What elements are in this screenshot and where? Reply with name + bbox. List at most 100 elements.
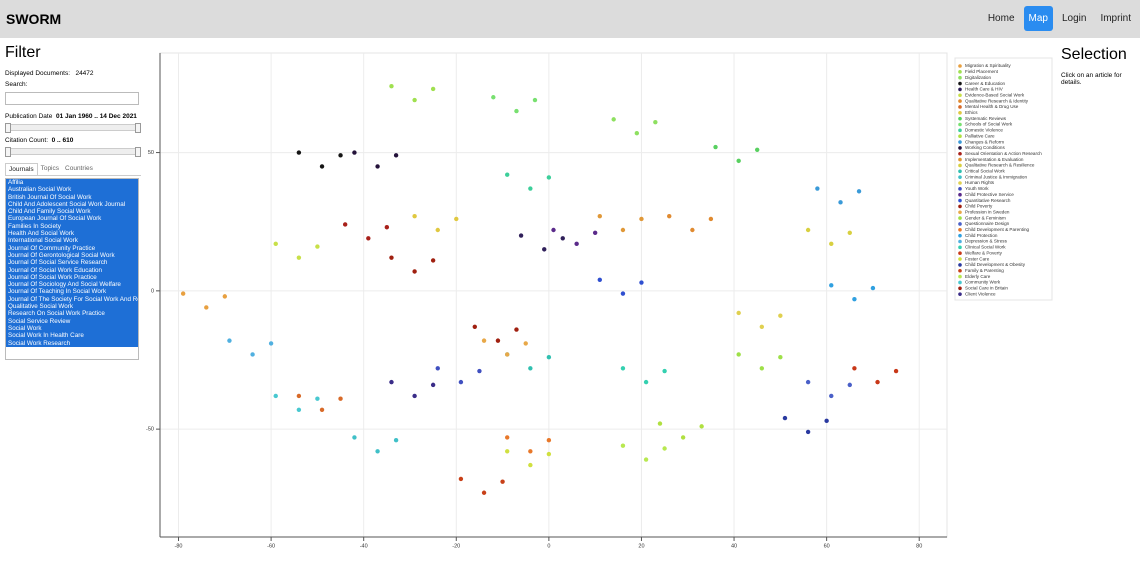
journal-option[interactable]: Child And Family Social Work [6,208,138,216]
point[interactable] [528,366,533,371]
point[interactable] [560,236,565,241]
point[interactable] [852,296,857,302]
point[interactable] [736,352,741,357]
point[interactable] [458,476,464,482]
point[interactable] [639,280,644,285]
citation-slider[interactable] [5,147,141,157]
point[interactable] [532,97,538,103]
point[interactable] [805,379,811,385]
journal-option[interactable]: Affilia [6,179,138,187]
point[interactable] [597,277,602,282]
point[interactable] [389,83,394,89]
journal-option[interactable]: Journal Of Community Practice [6,244,138,252]
nav-link[interactable]: Imprint [1100,13,1131,24]
point[interactable] [759,324,765,330]
slider-knob[interactable] [135,147,141,157]
point[interactable] [505,435,510,440]
point[interactable] [204,305,209,310]
point[interactable] [782,415,788,421]
point[interactable] [412,213,417,219]
point[interactable] [477,368,482,374]
point[interactable] [805,227,811,233]
point[interactable] [662,368,667,374]
point[interactable] [528,186,533,191]
search-input[interactable] [5,92,139,105]
point[interactable] [699,424,704,429]
point[interactable] [454,216,459,222]
point[interactable] [824,418,829,424]
point[interactable] [435,227,440,233]
point[interactable] [384,225,390,230]
point[interactable] [435,366,440,371]
point[interactable] [338,153,343,158]
journal-option[interactable]: Journal Of Teaching In Social Work [6,288,138,296]
point[interactable] [296,407,302,412]
point[interactable] [481,338,487,343]
point[interactable] [875,379,880,385]
point[interactable] [315,244,320,249]
point[interactable] [366,236,371,241]
point[interactable] [514,108,519,114]
point[interactable] [430,258,436,263]
point[interactable] [838,200,843,205]
point[interactable] [778,355,783,360]
point[interactable] [268,341,274,346]
point[interactable] [500,479,505,484]
point[interactable] [528,462,533,468]
point[interactable] [296,255,302,260]
journal-option[interactable]: Journal Of The Society For Social Work A… [6,295,138,304]
point[interactable] [620,366,626,371]
journal-option[interactable]: Journal Of Social Work Practice [6,273,138,282]
point[interactable] [620,291,626,296]
point[interactable] [273,393,278,399]
point[interactable] [829,241,834,247]
point[interactable] [657,421,663,426]
point[interactable] [250,352,255,357]
slider-knob[interactable] [135,123,141,133]
point[interactable] [528,449,533,454]
journal-option[interactable]: Australian Social Work [6,186,138,194]
point[interactable] [662,446,667,451]
journal-option[interactable]: Families In Society [6,222,138,231]
point[interactable] [847,230,852,235]
point[interactable] [708,216,714,222]
point[interactable] [759,366,765,371]
point[interactable] [643,457,649,462]
nav-link[interactable]: Map [1023,6,1053,31]
slider-knob[interactable] [5,123,11,133]
point[interactable] [352,435,357,440]
point[interactable] [805,429,811,435]
point[interactable] [551,227,556,233]
point[interactable] [847,382,852,388]
journal-option[interactable]: Social Work [6,324,138,333]
point[interactable] [342,222,348,227]
point[interactable] [893,368,899,374]
date-slider[interactable] [5,123,141,133]
slider-knob[interactable] [5,147,11,157]
nav-link[interactable]: Login [1061,13,1087,24]
point[interactable] [713,144,718,150]
point[interactable] [667,213,672,219]
point[interactable] [458,379,464,385]
point[interactable] [222,294,228,299]
journal-option[interactable]: Social Work In Health Care [6,332,138,340]
journal-option[interactable]: Journal Of Social Work Education [6,266,138,274]
point[interactable] [389,255,394,260]
point[interactable] [680,435,686,440]
point[interactable] [856,189,862,194]
point[interactable] [754,147,760,152]
journal-option[interactable]: Journal Of Gerontological Social Work [6,251,138,260]
point[interactable] [319,407,325,412]
journal-option[interactable]: Social Service Review [6,317,138,325]
brand[interactable]: SWORM [6,11,62,27]
point[interactable] [430,86,436,92]
point[interactable] [505,449,510,454]
journal-option[interactable]: Journal Of Sociology And Social Welfare [6,281,138,289]
point[interactable] [375,164,380,169]
point[interactable] [870,285,876,291]
journal-option[interactable]: Qualitative Social Work [6,303,138,311]
journal-option[interactable]: International Social Work [6,237,138,245]
point[interactable] [634,131,640,136]
point[interactable] [495,338,501,343]
point[interactable] [393,153,399,158]
